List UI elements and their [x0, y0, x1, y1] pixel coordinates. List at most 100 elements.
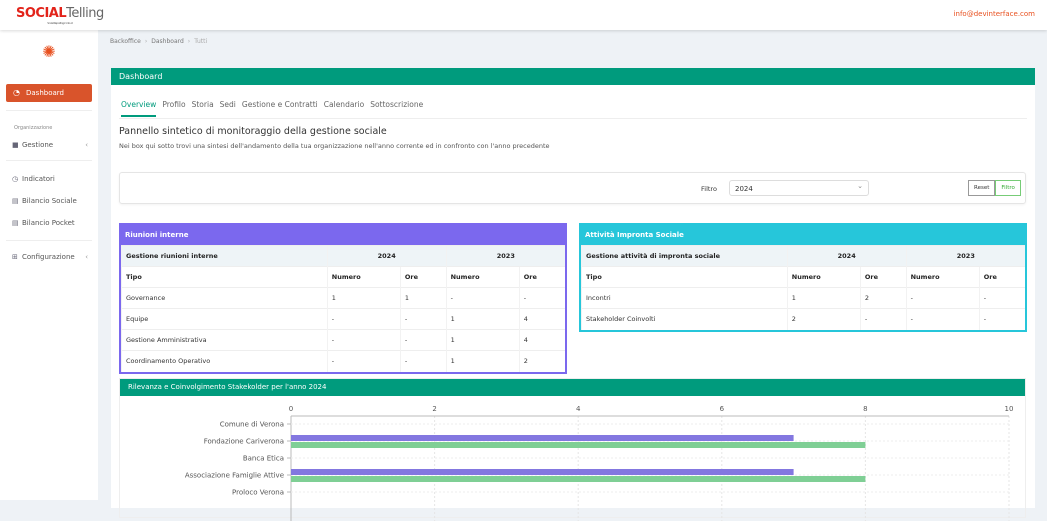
sidebar-item-configurazione[interactable]: ⊞ Configurazione ‹: [12, 253, 88, 261]
group-header: Gestione riunioni interne: [121, 245, 328, 267]
dashboard-panel: Dashboard Overview Profilo Storia Sedi G…: [111, 68, 1035, 521]
table-cell: Incontri: [581, 287, 788, 309]
sidebar-item-gestione[interactable]: ■ Gestione ‹: [12, 141, 88, 149]
table-row: Incontri 1 2- -: [581, 287, 1025, 309]
table-cell: -: [518, 287, 565, 309]
year-header: 2024: [326, 245, 447, 267]
page-subheading: Nei box qui sotto trovi una sintesi dell…: [119, 142, 550, 150]
logo[interactable]: SOCIALTelling Social Reporting in Cloud: [16, 6, 104, 25]
table-row: Gestione Amministrativa - -1 4: [121, 329, 565, 351]
filter-label: Filtro: [701, 185, 717, 193]
filter-button[interactable]: Filtro: [995, 180, 1021, 196]
table-cell: -: [445, 287, 520, 309]
tab-calendario[interactable]: Calendario: [323, 100, 365, 109]
table-cell: -: [399, 329, 447, 351]
table-cell: Equipe: [121, 308, 328, 330]
table-cell: -: [399, 308, 447, 330]
tabs: Overview Profilo Storia Sedi Gestione e …: [121, 100, 423, 117]
tab-sedi[interactable]: Sedi: [219, 100, 236, 109]
x-tick-label: 10: [1005, 405, 1014, 413]
table-cell: 1: [445, 350, 520, 372]
x-tick-label: 2: [432, 405, 436, 413]
tab-sottoscrizione[interactable]: Sottoscrizione: [370, 100, 424, 109]
table-cell: -: [859, 308, 907, 330]
table-icon: ⊞: [12, 253, 18, 261]
tab-gestione-contratti[interactable]: Gestione e Contratti: [241, 100, 318, 109]
bar: [291, 476, 866, 482]
table-cell: 4: [518, 329, 565, 351]
y-tick-label: Fondazione Cariverona: [204, 438, 284, 446]
y-tick-label: Proloco Verona: [232, 489, 284, 497]
bar: [291, 469, 794, 475]
table-cell: -: [905, 308, 980, 330]
sidebar-item-indicatori[interactable]: ◷ Indicatori: [12, 175, 55, 183]
column-header: Ore: [859, 266, 907, 288]
tab-storia[interactable]: Storia: [191, 100, 214, 109]
sidebar-section-label: Organizzazione: [14, 125, 53, 131]
divider: [6, 160, 92, 161]
column-header: Ore: [399, 266, 447, 288]
gauge-icon: ◷: [12, 175, 19, 183]
column-header: Tipo: [121, 266, 328, 288]
column-header: Numero: [326, 266, 401, 288]
year-header: 2023: [445, 245, 565, 267]
user-email[interactable]: info@devinterface.com: [953, 10, 1035, 18]
divider: [6, 110, 92, 111]
column-header: Numero: [786, 266, 861, 288]
breadcrumb-dashboard[interactable]: Dashboard: [151, 38, 184, 45]
group-header: Gestione attività di impronta sociale: [581, 245, 788, 267]
table-row: Stakeholder Coinvolti 2- - -: [581, 308, 1025, 330]
chevron-left-icon: ‹: [85, 141, 88, 149]
table-cell: -: [905, 287, 980, 309]
tab-overview[interactable]: Overview: [121, 100, 157, 117]
stakeholder-chart: 0 2 4 6 8 10 Comune di Verona Fondazione Carive…: [185, 405, 1014, 521]
chart-title: Rilevanza e Coinvolgimento Stakekolder p…: [120, 379, 1025, 396]
tab-profilo[interactable]: Profilo: [162, 100, 186, 109]
table-cell: Coordinamento Operativo: [121, 350, 328, 372]
riunioni-table: Gestione riunioni interne 2024 2023 Tipo Num…: [121, 245, 565, 372]
sidebar-item-bilancio-pocket[interactable]: ▤ Bilancio Pocket: [12, 219, 75, 227]
briefcase-icon: ■: [12, 141, 19, 149]
table-cell: -: [978, 287, 1025, 309]
table-cell: -: [326, 308, 401, 330]
y-tick-label: Associazione Famiglie Attive: [185, 472, 284, 480]
sidebar-item-bilancio-sociale[interactable]: ▤ Bilancio Sociale: [12, 197, 77, 205]
box-title: Riunioni interne: [121, 225, 565, 245]
table-cell: 1: [399, 287, 447, 309]
year-header: 2023: [905, 245, 1025, 267]
divider: [6, 240, 92, 241]
page-heading: Pannello sintetico di monitoraggio della…: [119, 126, 387, 137]
table-cell: 1: [445, 308, 520, 330]
column-header: Numero: [905, 266, 980, 288]
column-header: Tipo: [581, 266, 788, 288]
riunioni-interne-box: Riunioni interne Gestione riunioni intern…: [119, 223, 567, 374]
table-cell: 1: [786, 287, 861, 309]
x-tick-label: 8: [863, 405, 867, 413]
year-select[interactable]: 2024: [729, 180, 869, 196]
sidebar-item-dashboard[interactable]: Dashboard: [6, 84, 92, 102]
table-cell: Governance: [121, 287, 328, 309]
box-title: Attività Impronta Sociale: [581, 225, 1025, 245]
chevron-left-icon: ‹: [85, 253, 88, 261]
table-cell: -: [326, 329, 401, 351]
bar: [291, 435, 794, 441]
x-tick-label: 4: [576, 405, 581, 413]
sidebar: ✺ Dashboard Organizzazione ■Gestione‹ ◷I…: [0, 30, 98, 500]
column-header: Ore: [518, 266, 565, 288]
reset-button[interactable]: Reset: [968, 180, 996, 196]
organization-logo: ✺: [42, 42, 56, 61]
column-header: Numero: [445, 266, 520, 288]
table-cell: -: [326, 350, 401, 372]
table-cell: 1: [445, 329, 520, 351]
breadcrumb-backoffice[interactable]: Backoffice: [110, 38, 141, 45]
divider: [119, 118, 1027, 119]
stakeholder-chart-card: Rilevanza e Coinvolgimento Stakekolder p…: [119, 378, 1026, 521]
table-row: Equipe - -1 4: [121, 308, 565, 330]
document-icon: ▤: [12, 219, 19, 227]
table-row: Governance 1 1- -: [121, 287, 565, 309]
impronta-table: Gestione attività di impronta sociale 202…: [581, 245, 1025, 330]
y-tick-label: Comune di Verona: [220, 421, 284, 429]
breadcrumb: Backoffice › Dashboard › Tutti: [110, 38, 208, 45]
table-cell: 1: [326, 287, 401, 309]
